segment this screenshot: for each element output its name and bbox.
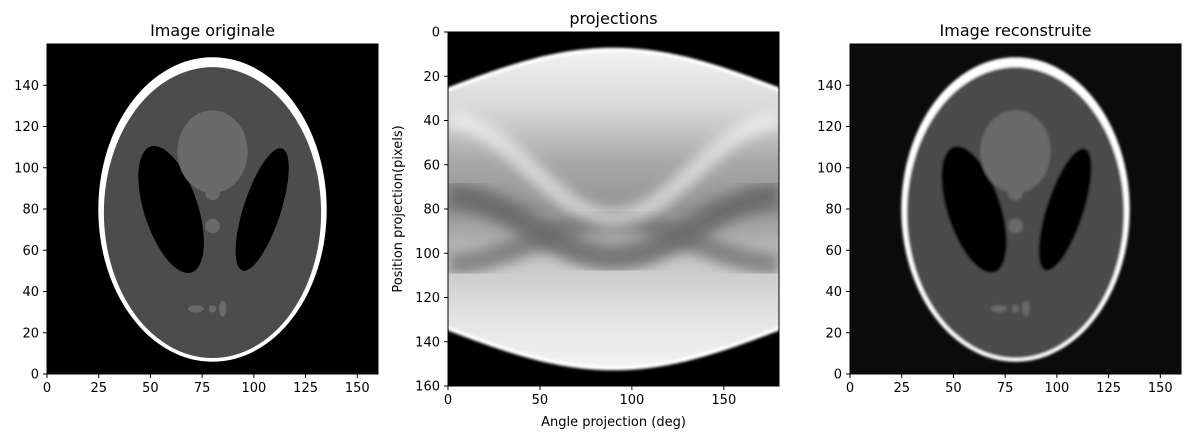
sinogram-top-edge [448, 326, 779, 371]
y-tick-label: 100 [14, 161, 39, 176]
x-tick-label: 125 [1096, 381, 1121, 396]
y-tick-label: 120 [415, 291, 440, 306]
x-tick-label: 75 [997, 381, 1014, 396]
x-tick-label: 50 [532, 393, 549, 408]
y-tick-label: 20 [423, 70, 440, 85]
original-image-title: Image originale [150, 21, 275, 40]
y-tick-label: 0 [432, 26, 440, 41]
y-tick-label: 20 [825, 326, 842, 341]
y-tick-label: 60 [22, 244, 39, 259]
x-tick-label: 150 [1148, 381, 1173, 396]
sinogram-image [448, 47, 779, 371]
y-tick-label: 80 [22, 203, 39, 218]
x-tick-label: 25 [893, 381, 910, 396]
y-tick-label: 140 [14, 79, 39, 94]
x-tick-label: 150 [711, 393, 736, 408]
y-tick-label: 100 [415, 247, 440, 262]
y-tick-label: 80 [423, 203, 440, 218]
y-tick-label: 0 [31, 368, 39, 383]
y-tick-label: 0 [834, 368, 842, 383]
original-image-ticks: 0 25 50 75 100 125 150 0 20 40 60 80 100 120 140 [14, 79, 370, 396]
y-tick-label: 120 [14, 120, 39, 135]
y-tick-label: 120 [817, 120, 842, 135]
x-tick-label: 50 [142, 381, 159, 396]
y-tick-label: 140 [817, 79, 842, 94]
y-tick-label: 80 [825, 203, 842, 218]
x-tick-label: 100 [619, 393, 644, 408]
reconstructed-phantom-image [901, 57, 1130, 362]
original-phantom-image [98, 57, 327, 362]
sinogram-dark-trace [448, 182, 779, 271]
reconstructed-image-title: Image reconstruite [940, 21, 1092, 40]
x-tick-label: 150 [345, 381, 370, 396]
x-tick-label: 100 [1044, 381, 1069, 396]
x-tick-label: 100 [241, 381, 266, 396]
y-tick-label: 40 [825, 285, 842, 300]
reconstructed-image-ticks: 0 25 50 75 100 125 150 0 20 40 60 80 100 120 140 [817, 79, 1173, 396]
projections-ylabel: Position projection(pixels) [391, 125, 406, 292]
x-tick-label: 75 [194, 381, 211, 396]
y-tick-label: 60 [825, 244, 842, 259]
x-tick-label: 0 [444, 393, 452, 408]
y-tick-label: 140 [415, 335, 440, 350]
x-tick-label: 50 [945, 381, 962, 396]
y-tick-label: 160 [415, 380, 440, 395]
y-tick-label: 40 [423, 114, 440, 129]
original-image-panel: Image originale 0 25 50 75 100 125 150 0 20 40 60 8… [14, 21, 379, 396]
y-tick-label: 40 [22, 285, 39, 300]
sinogram-bottom-edge [448, 47, 779, 92]
projections-xlabel: Angle projection (deg) [541, 415, 686, 430]
projections-ticks: 0 50 100 150 0 20 40 60 80 100 120 140 160 [415, 26, 736, 409]
y-tick-label: 60 [423, 158, 440, 173]
sinogram-light-trace [448, 111, 779, 227]
x-tick-label: 25 [90, 381, 107, 396]
y-tick-label: 100 [817, 161, 842, 176]
reconstructed-image-panel: Image reconstruite 0 25 50 75 100 125 150 0 20 40… [817, 21, 1182, 396]
x-tick-label: 0 [43, 381, 51, 396]
projections-title: projections [569, 9, 657, 28]
projections-panel: projections Angle projection (deg) Posit… [391, 9, 780, 430]
y-tick-label: 20 [22, 326, 39, 341]
x-tick-label: 125 [293, 381, 318, 396]
x-tick-label: 0 [846, 381, 854, 396]
